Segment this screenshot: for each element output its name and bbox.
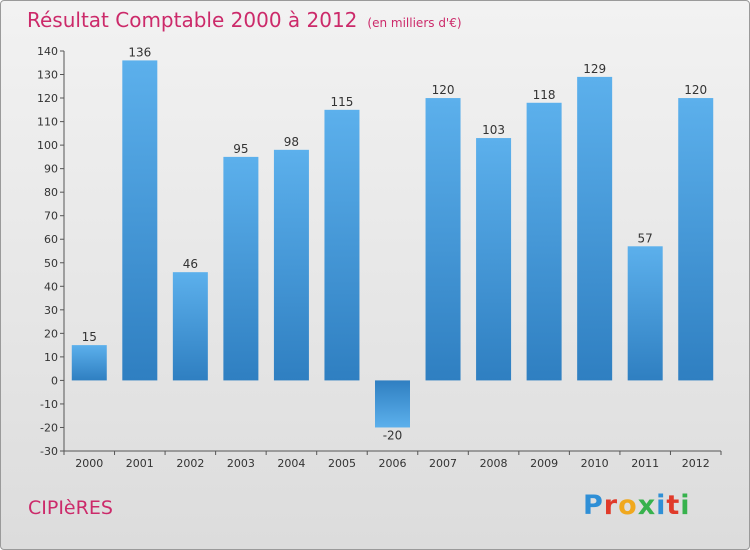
logo-letter: x xyxy=(637,490,657,521)
y-tick-label: 10 xyxy=(44,351,58,364)
bar-2011 xyxy=(627,246,663,381)
value-label-2007: 120 xyxy=(432,83,455,97)
x-tick-label-2002: 2002 xyxy=(176,457,204,470)
y-tick-label: 120 xyxy=(37,92,58,105)
logo-letter: i xyxy=(680,490,691,521)
value-label-2000: 15 xyxy=(82,330,97,344)
value-label-2005: 115 xyxy=(331,95,354,109)
bar-2006 xyxy=(375,380,410,428)
x-tick-label-2010: 2010 xyxy=(581,457,609,470)
value-label-2009: 118 xyxy=(533,88,556,102)
y-tick-label: 140 xyxy=(37,45,58,58)
value-label-2001: 136 xyxy=(128,45,151,59)
logo-letter: P xyxy=(583,490,604,521)
x-tick-label-2009: 2009 xyxy=(530,457,558,470)
logo-letter: t xyxy=(666,490,681,521)
bar-2003 xyxy=(223,156,259,381)
bar-2009 xyxy=(526,102,562,381)
y-tick-label: 0 xyxy=(51,374,58,387)
y-tick-label: 100 xyxy=(37,139,58,152)
logo-letter: o xyxy=(618,490,638,521)
y-tick-label: -20 xyxy=(40,421,58,434)
bar-2002 xyxy=(172,272,208,381)
proxiti-logo[interactable]: Proxiti xyxy=(583,490,691,521)
value-label-2008: 103 xyxy=(482,123,505,137)
x-tick-label-2005: 2005 xyxy=(328,457,356,470)
value-label-2011: 57 xyxy=(638,231,653,245)
bar-2012 xyxy=(678,98,714,381)
bar-2010 xyxy=(577,76,613,381)
bar-2007 xyxy=(425,98,461,381)
x-tick-label-2004: 2004 xyxy=(277,457,305,470)
value-label-2012: 120 xyxy=(684,83,707,97)
x-tick-label-2007: 2007 xyxy=(429,457,457,470)
y-tick-label: -30 xyxy=(40,445,58,458)
value-label-2002: 46 xyxy=(183,257,198,271)
y-tick-label: -10 xyxy=(40,398,58,411)
y-tick-label: 130 xyxy=(37,69,58,82)
bar-2008 xyxy=(476,138,512,381)
y-tick-label: 30 xyxy=(44,304,58,317)
x-tick-label-2011: 2011 xyxy=(631,457,659,470)
bar-2005 xyxy=(324,109,360,381)
chart-title: Résultat Comptable 2000 à 2012 (en millie… xyxy=(27,8,462,32)
commune-name: CIPIèRES xyxy=(28,497,113,519)
bar-2001 xyxy=(122,60,158,381)
bar-2000 xyxy=(71,345,107,381)
y-tick-label: 70 xyxy=(44,210,58,223)
x-tick-label-2006: 2006 xyxy=(379,457,407,470)
x-tick-label-2001: 2001 xyxy=(126,457,154,470)
logo-letter: i xyxy=(656,490,667,521)
y-tick-label: 20 xyxy=(44,327,58,340)
value-label-2004: 98 xyxy=(284,135,299,149)
value-label-2010: 129 xyxy=(583,62,606,76)
value-label-2003: 95 xyxy=(233,142,248,156)
logo-letter: r xyxy=(603,490,619,521)
y-tick-label: 90 xyxy=(44,163,58,176)
y-tick-label: 80 xyxy=(44,186,58,199)
y-tick-label: 40 xyxy=(44,280,58,293)
x-tick-label-2012: 2012 xyxy=(682,457,710,470)
y-tick-label: 60 xyxy=(44,233,58,246)
chart-subtitle: (en milliers d'€) xyxy=(367,16,462,30)
chart-title-text: Résultat Comptable 2000 à 2012 xyxy=(27,8,358,32)
x-tick-label-2000: 2000 xyxy=(75,457,103,470)
x-tick-label-2008: 2008 xyxy=(480,457,508,470)
y-tick-label: 110 xyxy=(37,116,58,129)
y-tick-label: 50 xyxy=(44,257,58,270)
x-tick-label-2003: 2003 xyxy=(227,457,255,470)
bar-2004 xyxy=(273,149,309,381)
value-label-2006: -20 xyxy=(383,428,403,442)
